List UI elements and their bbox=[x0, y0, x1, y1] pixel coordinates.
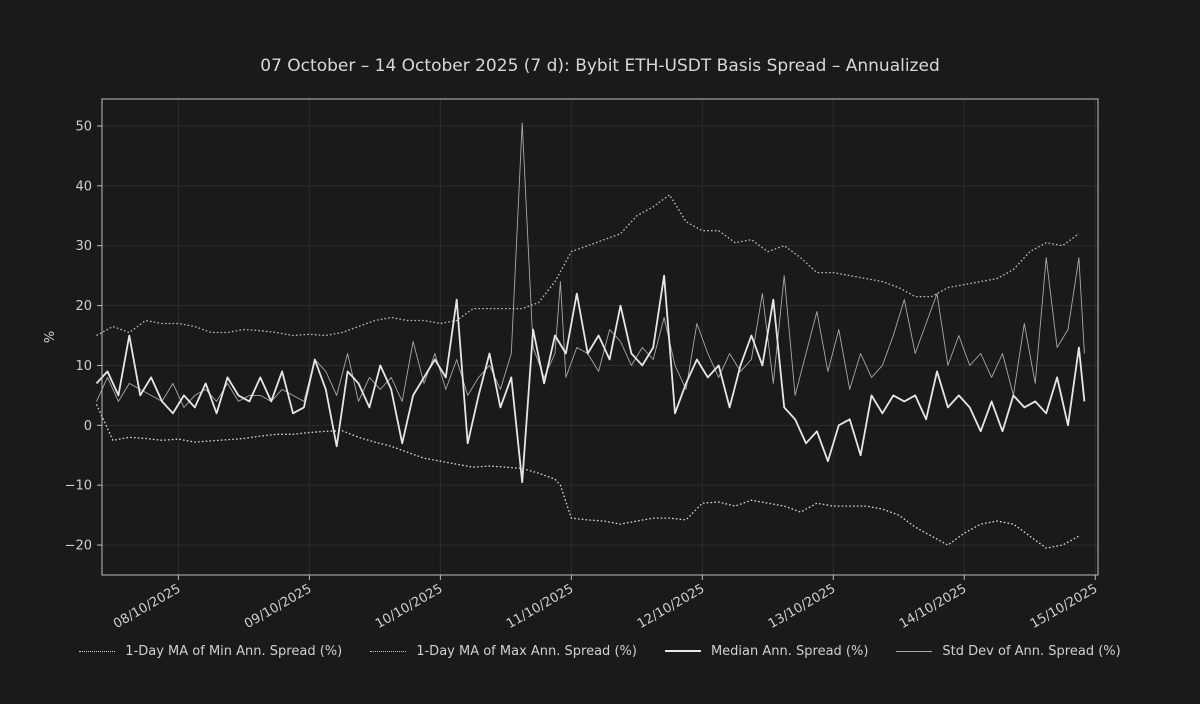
series-line-min-ma bbox=[95, 404, 1080, 549]
plot-frame bbox=[101, 98, 1099, 576]
legend-swatch bbox=[664, 650, 701, 652]
legend-item: Std Dev of Ann. Spread (%) bbox=[896, 643, 1121, 659]
y-tick-label: −20 bbox=[65, 539, 92, 554]
y-tick-label: 30 bbox=[75, 239, 92, 254]
chart-title: 07 October – 14 October 2025 (7 d): Bybi… bbox=[260, 56, 939, 76]
legend-swatch bbox=[896, 650, 933, 652]
series-line-median bbox=[95, 274, 1086, 484]
legend-item: 1-Day MA of Min Ann. Spread (%) bbox=[79, 644, 342, 659]
legend-label: Median Ann. Spread (%) bbox=[710, 643, 869, 659]
y-tick-label: 10 bbox=[75, 359, 92, 374]
legend-item: 1-Day MA of Max Ann. Spread (%) bbox=[370, 644, 637, 659]
y-tick-label: 50 bbox=[75, 119, 92, 134]
grid-layer bbox=[102, 99, 1098, 575]
y-tick-label: −10 bbox=[65, 479, 92, 494]
y-tick-label: 20 bbox=[75, 299, 92, 314]
y-tick-label: 0 bbox=[84, 419, 92, 434]
series-layer bbox=[95, 122, 1086, 549]
legend-swatch bbox=[370, 650, 407, 652]
y-axis-label: % bbox=[43, 331, 58, 343]
legend-label: 1-Day MA of Min Ann. Spread (%) bbox=[125, 643, 343, 659]
legend-item: Median Ann. Spread (%) bbox=[664, 643, 869, 659]
legend-swatch bbox=[79, 650, 116, 652]
legend: 1-Day MA of Min Ann. Spread (%) 1-Day MA … bbox=[0, 640, 1200, 662]
y-tick-label: 40 bbox=[75, 179, 92, 194]
legend-label: 1-Day MA of Max Ann. Spread (%) bbox=[416, 643, 637, 659]
legend-label: Std Dev of Ann. Spread (%) bbox=[942, 643, 1121, 659]
